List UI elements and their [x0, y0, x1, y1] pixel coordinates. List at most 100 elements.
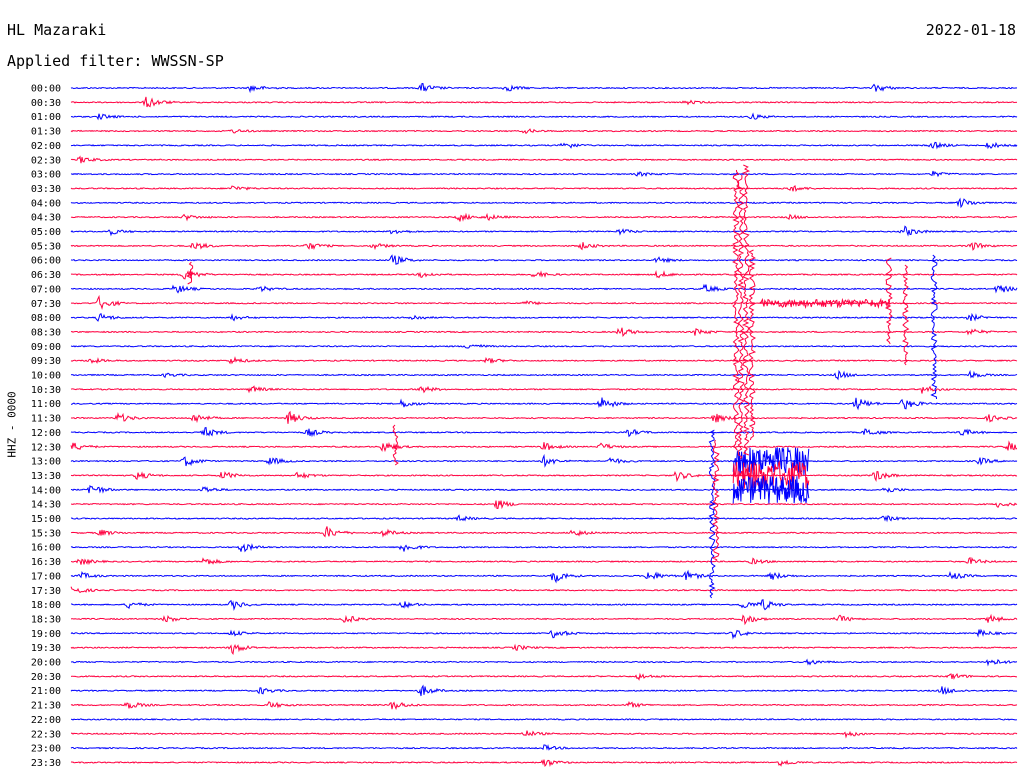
- trace-row: [70, 556, 1018, 566]
- row-time-label: 04:00: [31, 198, 61, 209]
- trace-row: [70, 658, 1018, 667]
- row-time-label: 22:00: [31, 715, 61, 726]
- seismic-spike: [392, 424, 399, 466]
- trace-row: [70, 701, 1018, 711]
- row-time-label: 19:30: [31, 643, 61, 654]
- row-time-label: 13:30: [31, 471, 61, 482]
- row-time-label: 18:00: [31, 600, 61, 611]
- row-time-label: 23:00: [31, 744, 61, 755]
- trace-row: [70, 470, 1018, 483]
- row-time-label: 09:30: [31, 356, 61, 367]
- trace-row: [70, 453, 1018, 468]
- trace-row: [70, 744, 1018, 751]
- row-time-label: 19:00: [31, 629, 61, 640]
- trace-row: [70, 283, 1018, 294]
- trace-row: [70, 369, 1018, 381]
- trace-row: [70, 500, 1018, 510]
- row-time-label: 17:00: [31, 571, 61, 582]
- row-time-label: 18:30: [31, 614, 61, 625]
- trace-row: [70, 241, 1018, 251]
- row-time-label: 12:30: [31, 442, 61, 453]
- seismic-spike: [708, 429, 717, 599]
- seismic-spike: [185, 261, 194, 285]
- trace-row: [70, 312, 1018, 322]
- trace-row: [70, 128, 1018, 135]
- row-time-label: 14:00: [31, 485, 61, 496]
- row-time-label: 04:30: [31, 213, 61, 224]
- trace-row: [70, 586, 1018, 594]
- row-time-label: 00:00: [31, 84, 61, 95]
- filter-label: Applied filter: WWSSN-SP: [7, 52, 224, 70]
- major-event-burst: [732, 475, 810, 504]
- row-time-label: 11:00: [31, 399, 61, 410]
- seismic-spike: [902, 264, 910, 366]
- trace-row: [70, 225, 1018, 237]
- trace-row: [70, 628, 1018, 640]
- row-time-label: 06:00: [31, 256, 61, 267]
- major-event-burst: [732, 460, 810, 490]
- row-time-label: 14:30: [31, 500, 61, 511]
- trace-row: [70, 599, 1018, 611]
- row-time-label: 00:30: [31, 98, 61, 109]
- row-time-label: 23:30: [31, 758, 61, 769]
- row-time-label: 05:30: [31, 241, 61, 252]
- row-time-label: 05:00: [31, 227, 61, 238]
- trace-row: [70, 514, 1018, 523]
- row-time-label: 01:30: [31, 127, 61, 138]
- row-time-label: 01:00: [31, 112, 61, 123]
- seismic-spike: [732, 169, 740, 451]
- row-time-label: 06:30: [31, 270, 61, 281]
- row-time-label: 10:00: [31, 371, 61, 382]
- row-time-label: 20:00: [31, 658, 61, 669]
- trace-row: [70, 569, 1018, 584]
- trace-row: [70, 356, 1018, 365]
- row-time-label: 21:30: [31, 701, 61, 712]
- trace-row: [70, 96, 1018, 108]
- row-time-label: 20:30: [31, 672, 61, 683]
- trace-row: [70, 543, 1018, 553]
- trace-row: [70, 141, 1018, 150]
- row-time-label: 08:00: [31, 313, 61, 324]
- trace-row: [70, 82, 1018, 94]
- noise-band: [759, 297, 891, 310]
- row-time-label: 16:00: [31, 543, 61, 554]
- trace-row: [70, 440, 1018, 453]
- trace-row: [70, 197, 1018, 209]
- row-time-label: 02:00: [31, 141, 61, 152]
- row-time-label: 15:30: [31, 528, 61, 539]
- trace-row: [70, 385, 1018, 394]
- row-time-label: 17:30: [31, 586, 61, 597]
- seismic-spike: [748, 249, 757, 441]
- date-label: 2022-01-18: [925, 21, 1016, 39]
- row-time-label: 21:00: [31, 686, 61, 697]
- trace-row: [70, 613, 1018, 626]
- trace-row: [70, 426, 1018, 438]
- seismic-spike: [741, 164, 751, 456]
- row-time-label: 11:30: [31, 414, 61, 425]
- trace-row: [70, 484, 1018, 494]
- trace-row: [70, 254, 1018, 266]
- trace-row: [70, 672, 1018, 681]
- trace-row: [70, 269, 1018, 280]
- row-time-label: 22:30: [31, 729, 61, 740]
- trace-row: [70, 730, 1018, 739]
- trace-row: [70, 684, 1018, 697]
- trace-row: [70, 397, 1018, 411]
- row-time-label: 02:30: [31, 155, 61, 166]
- row-time-label: 03:00: [31, 170, 61, 181]
- row-time-label: 16:30: [31, 557, 61, 568]
- station-name: HL Mazaraki: [7, 21, 107, 39]
- row-time-label: 15:00: [31, 514, 61, 525]
- row-time-label: 07:00: [31, 284, 61, 295]
- seismic-spike: [884, 257, 893, 345]
- trace-row: [70, 170, 1018, 178]
- trace-row: [70, 410, 1018, 424]
- trace-row: [70, 759, 1018, 768]
- seismic-spike: [930, 254, 938, 400]
- trace-row: [70, 343, 1018, 349]
- trace-row: [70, 526, 1018, 538]
- row-time-label: 08:30: [31, 327, 61, 338]
- row-time-label: 10:30: [31, 385, 61, 396]
- trace-row: [70, 327, 1018, 338]
